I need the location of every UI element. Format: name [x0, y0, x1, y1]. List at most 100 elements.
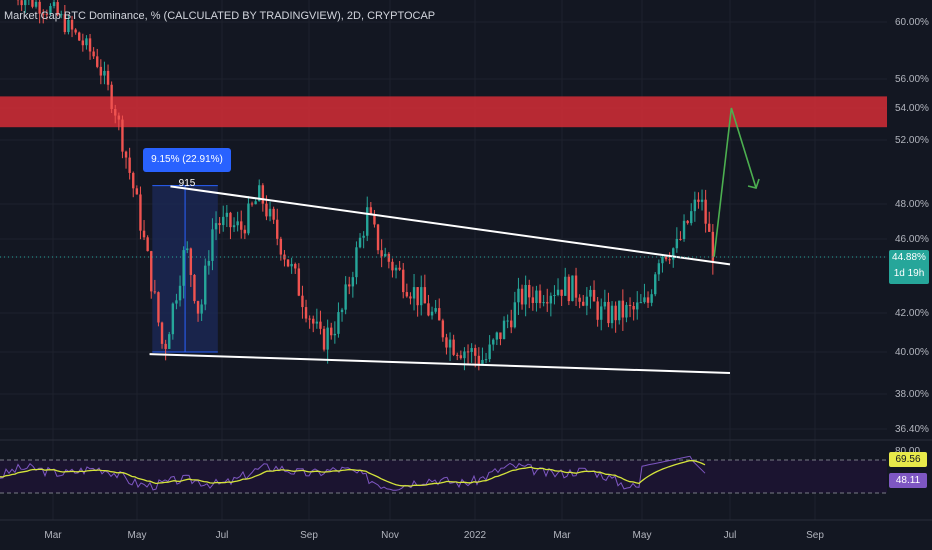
grid-lines	[0, 0, 887, 520]
candle-body	[639, 302, 643, 304]
candle-body	[52, 2, 56, 7]
candle-body	[258, 185, 261, 202]
candle-body	[420, 287, 423, 306]
candle-body	[456, 354, 459, 356]
candle-body	[344, 284, 347, 310]
candle-body	[74, 29, 77, 33]
candle-body	[546, 302, 549, 304]
candle-body	[567, 276, 571, 302]
candle-body	[535, 290, 538, 303]
candle-body	[211, 229, 214, 261]
measure-label[interactable]: 9.15% (22.91%) 915	[143, 148, 231, 189]
price-tick-label: 46.00%	[895, 234, 929, 245]
candle-body	[96, 56, 99, 67]
candle-body	[484, 359, 488, 361]
candle-body	[294, 263, 297, 269]
candle-body	[92, 51, 95, 57]
candle-body	[650, 294, 653, 303]
candle-body	[70, 19, 74, 30]
candle-body	[549, 295, 553, 304]
candle-body	[333, 333, 337, 336]
candle-body	[45, 13, 49, 15]
candle-body	[488, 344, 491, 360]
time-tick-label: Jul	[216, 530, 229, 541]
rsi-panel: 80.00	[0, 446, 920, 494]
candle-body	[85, 38, 88, 46]
candle-body	[304, 307, 308, 319]
candle-body	[560, 289, 563, 296]
candle-body	[319, 321, 322, 329]
time-tick-label: Jul	[724, 530, 737, 541]
candle-body	[434, 308, 437, 312]
candle-body	[513, 302, 517, 328]
candle-body	[214, 223, 218, 230]
candle-body	[412, 287, 416, 299]
candle-body	[24, 0, 27, 6]
candle-body	[193, 274, 196, 302]
candle-body	[481, 359, 484, 364]
candle-body	[146, 237, 149, 252]
candle-body	[531, 297, 535, 303]
candle-body	[178, 285, 182, 301]
candle-body	[682, 220, 686, 240]
rsi-ma-value-tag: 48.11	[889, 473, 927, 488]
candle-body	[150, 251, 153, 292]
time-tick-label: Nov	[381, 530, 399, 541]
candle-body	[261, 185, 265, 204]
candle-body	[114, 109, 117, 116]
candle-body	[578, 297, 581, 302]
candle-body	[582, 301, 585, 306]
candle-body	[697, 199, 700, 202]
candle-body	[200, 304, 203, 314]
candle-body	[301, 295, 304, 308]
candle-body	[405, 292, 409, 297]
price-tick-label: 60.00%	[895, 17, 929, 28]
candle-body	[693, 199, 697, 212]
candle-body	[297, 268, 301, 296]
candle-body	[416, 287, 419, 306]
candle-body	[330, 327, 333, 336]
candle-body	[654, 274, 657, 295]
candle-body	[63, 14, 67, 33]
time-axis: Mar May Jul Sep Nov 2022 Mar May Jul Sep	[0, 519, 932, 541]
rsi-band	[0, 460, 887, 493]
candle-body	[265, 203, 268, 217]
candle-body	[495, 332, 499, 340]
candle-body	[380, 250, 383, 257]
candle-body	[394, 267, 398, 271]
candle-body	[708, 223, 711, 232]
candle-body	[607, 301, 610, 324]
candle-body	[387, 253, 391, 262]
candle-body	[574, 275, 578, 298]
candle-body	[520, 288, 524, 305]
candle-body	[139, 194, 142, 231]
candle-body	[196, 301, 200, 314]
candle-body	[182, 250, 185, 286]
candle-body	[175, 300, 178, 304]
time-tick-label: Sep	[300, 530, 318, 541]
candle-body	[373, 214, 376, 225]
candle-body	[423, 287, 427, 304]
candle-body	[632, 306, 635, 310]
price-tick-label: 42.00%	[895, 308, 929, 319]
candle-body	[38, 1, 41, 14]
projection-arrowhead	[747, 178, 760, 189]
candle-body	[186, 248, 189, 251]
candle-body	[700, 199, 704, 202]
candle-body	[243, 229, 247, 234]
candle-body	[672, 248, 675, 260]
rsi-top-level-label: 80.00	[895, 446, 920, 457]
candle-body	[369, 207, 373, 215]
candle-body	[60, 14, 63, 16]
candle-body	[452, 339, 455, 355]
candle-body	[542, 302, 545, 304]
candle-body	[571, 275, 574, 302]
rsi-ma-line	[0, 459, 706, 487]
candle-body	[247, 203, 250, 234]
candle-body	[398, 267, 401, 270]
candle-body	[290, 263, 293, 267]
candle-body	[340, 309, 344, 313]
candle-body	[538, 290, 542, 304]
trendline-upper	[170, 185, 731, 266]
